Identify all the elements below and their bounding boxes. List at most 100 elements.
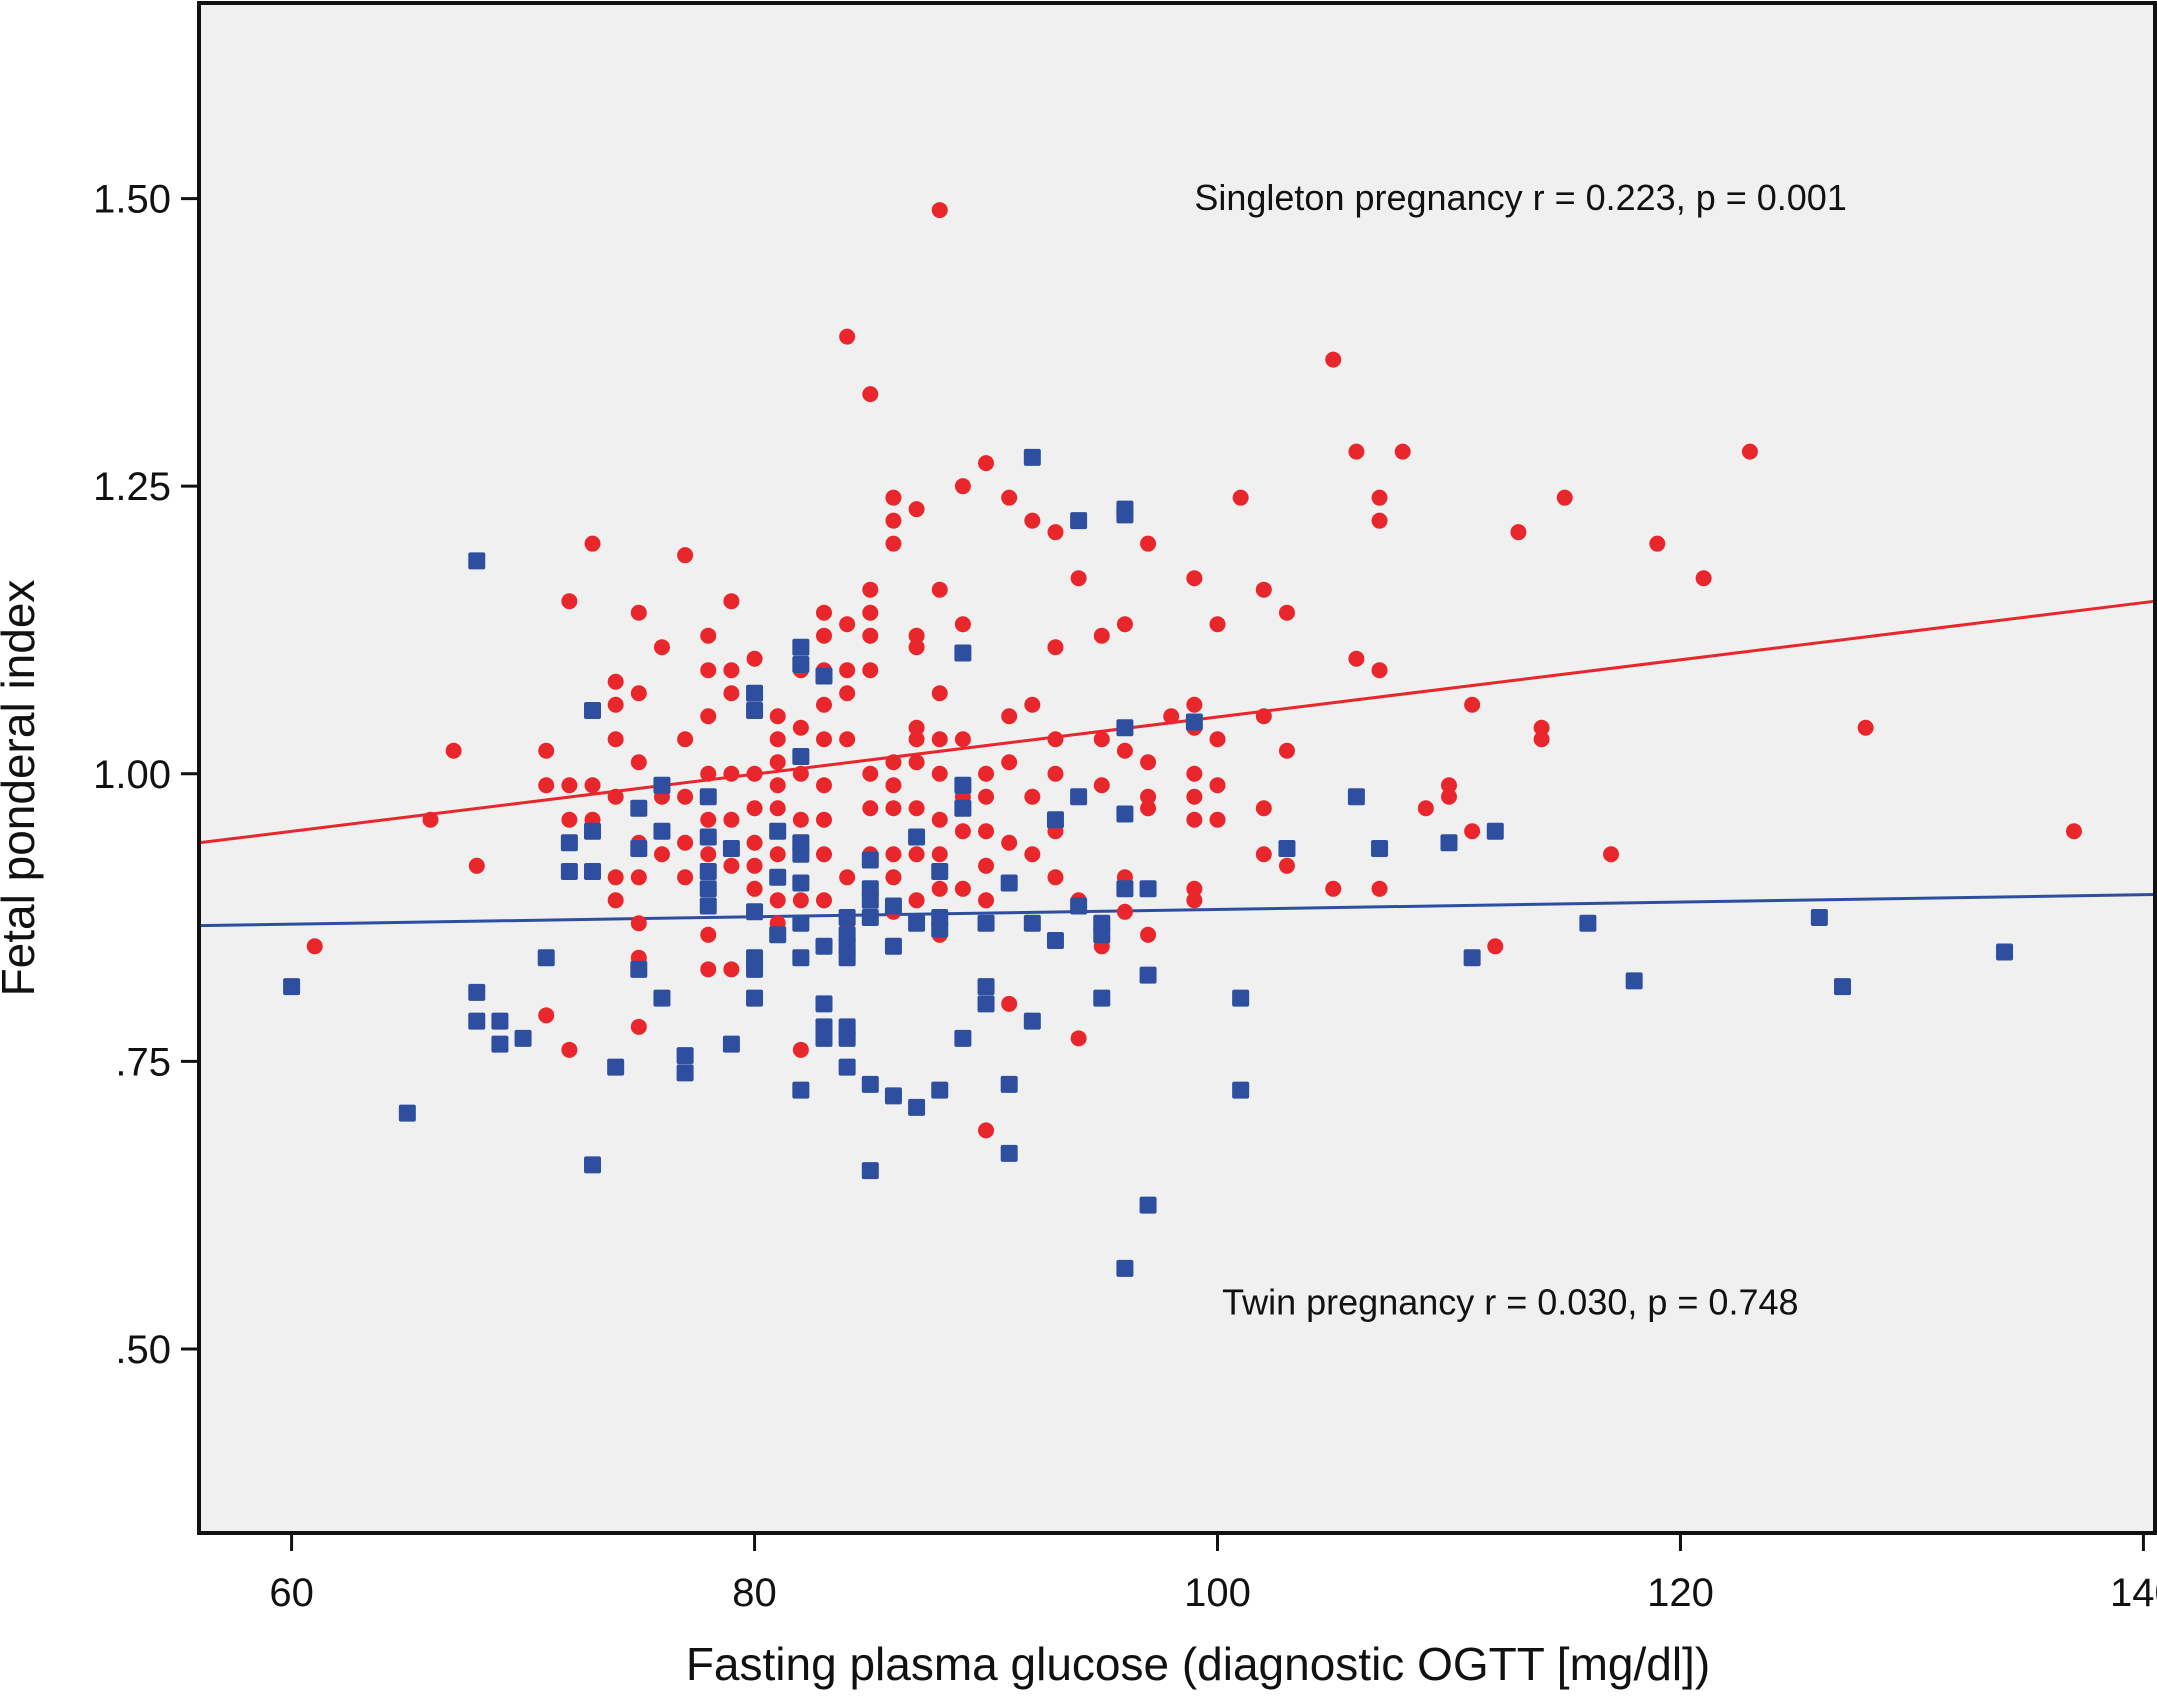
point-0-52 (746, 650, 763, 667)
point-0-24 (630, 869, 647, 886)
point-0-36 (700, 627, 717, 644)
point-0-37 (700, 662, 717, 679)
point-0-217 (1695, 570, 1712, 587)
point-0-194 (1278, 742, 1295, 759)
point-0-219 (1857, 719, 1874, 736)
point-0-147 (1024, 512, 1041, 529)
point-0-118 (908, 846, 925, 863)
point-1-4 (468, 1012, 486, 1030)
point-0-82 (815, 811, 832, 828)
point-0-21 (630, 685, 647, 702)
point-1-120 (1996, 943, 2014, 961)
point-0-209 (1464, 823, 1481, 840)
point-0-67 (769, 892, 786, 909)
point-0-72 (792, 811, 809, 828)
point-1-90 (1046, 811, 1064, 829)
point-0-120 (931, 202, 948, 219)
point-0-18 (607, 869, 624, 886)
point-1-61 (861, 851, 879, 869)
point-1-66 (861, 1162, 879, 1180)
point-0-179 (1186, 765, 1203, 782)
point-1-22 (676, 1047, 694, 1065)
singleton-annotation: Singleton pregnancy r = 0.223, p = 0.001 (1194, 177, 1846, 218)
point-0-192 (1255, 846, 1272, 863)
point-0-134 (954, 880, 971, 897)
point-1-103 (1116, 1259, 1134, 1277)
point-1-0 (283, 978, 301, 996)
plot-area (199, 3, 2155, 1533)
point-1-63 (861, 891, 879, 909)
point-0-5 (538, 777, 555, 794)
point-0-28 (653, 639, 670, 656)
point-0-44 (700, 961, 717, 978)
point-0-124 (931, 765, 948, 782)
point-0-207 (1440, 788, 1457, 805)
point-1-2 (468, 552, 486, 570)
point-1-67 (884, 897, 902, 915)
point-1-26 (699, 863, 717, 881)
point-1-21 (653, 989, 671, 1007)
point-0-200 (1371, 489, 1388, 506)
point-1-80 (954, 1029, 972, 1047)
point-0-210 (1487, 938, 1504, 955)
point-1-17 (630, 840, 648, 858)
point-1-78 (954, 776, 972, 794)
point-0-3 (468, 857, 485, 874)
point-0-48 (723, 765, 740, 782)
point-0-145 (1001, 834, 1018, 851)
point-0-89 (839, 731, 856, 748)
point-1-30 (722, 1035, 740, 1053)
point-0-157 (1070, 570, 1087, 587)
point-0-90 (839, 869, 856, 886)
point-1-28 (699, 897, 717, 915)
point-0-22 (630, 754, 647, 771)
point-0-149 (1024, 788, 1041, 805)
point-1-68 (884, 937, 902, 955)
point-0-30 (653, 846, 670, 863)
point-0-81 (815, 777, 832, 794)
point-0-9 (561, 811, 578, 828)
point-1-65 (861, 1075, 879, 1093)
point-0-14 (607, 673, 624, 690)
point-0-32 (677, 731, 694, 748)
point-0-180 (1186, 788, 1203, 805)
point-0-214 (1556, 489, 1573, 506)
point-1-37 (769, 822, 787, 840)
point-0-47 (723, 685, 740, 702)
point-0-139 (978, 857, 995, 874)
point-1-6 (491, 1035, 509, 1053)
point-0-172 (1140, 788, 1157, 805)
point-1-87 (1023, 448, 1041, 466)
point-1-99 (1116, 506, 1134, 524)
point-0-141 (978, 1122, 995, 1139)
point-0-190 (1255, 708, 1272, 725)
point-0-71 (792, 765, 809, 782)
point-0-199 (1348, 650, 1365, 667)
point-1-57 (838, 949, 856, 967)
point-1-96 (1093, 926, 1111, 944)
point-1-40 (792, 638, 810, 656)
point-0-185 (1209, 731, 1226, 748)
point-1-97 (1093, 989, 1111, 1007)
point-1-53 (815, 1029, 833, 1047)
x-axis-title: Fasting plasma glucose (diagnostic OGTT … (686, 1638, 1710, 1690)
point-1-107 (1185, 713, 1203, 731)
point-0-57 (746, 880, 763, 897)
point-1-33 (746, 903, 764, 921)
point-0-150 (1024, 846, 1041, 863)
point-1-18 (630, 960, 648, 978)
point-0-113 (908, 639, 925, 656)
point-0-27 (630, 1018, 647, 1035)
point-0-25 (630, 915, 647, 932)
point-0-133 (954, 823, 971, 840)
point-0-126 (931, 846, 948, 863)
x-tick-label-1: 80 (732, 1571, 777, 1615)
point-0-53 (746, 765, 763, 782)
point-0-59 (769, 708, 786, 725)
point-1-3 (468, 983, 486, 1001)
point-0-55 (746, 834, 763, 851)
point-0-123 (931, 731, 948, 748)
point-0-173 (1140, 800, 1157, 817)
point-0-109 (885, 869, 902, 886)
trend-lines (198, 599, 2156, 928)
